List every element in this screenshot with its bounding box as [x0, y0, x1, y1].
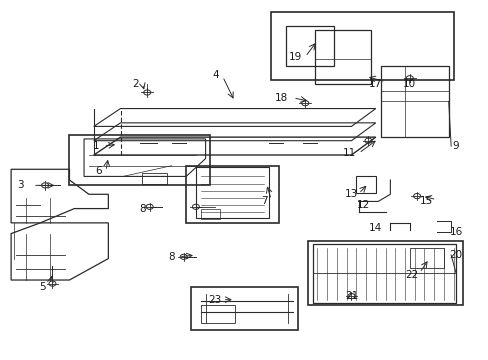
Text: 3: 3	[18, 180, 24, 190]
Bar	[201, 305, 234, 323]
Text: 8: 8	[168, 252, 175, 262]
Text: 16: 16	[448, 227, 462, 237]
Text: 19: 19	[288, 52, 302, 62]
Text: 17: 17	[368, 78, 382, 89]
Text: 14: 14	[368, 223, 382, 233]
Bar	[142, 173, 166, 184]
Text: 4: 4	[212, 69, 218, 80]
Text: 8: 8	[139, 203, 145, 213]
Bar	[191, 287, 297, 330]
Text: 1: 1	[93, 141, 100, 151]
Bar	[69, 135, 210, 185]
Text: 9: 9	[452, 141, 458, 151]
Text: 12: 12	[356, 200, 369, 210]
Text: 23: 23	[208, 295, 222, 305]
Text: 18: 18	[274, 93, 287, 103]
Text: 5: 5	[40, 282, 46, 292]
Text: 6: 6	[95, 166, 102, 176]
Text: 20: 20	[448, 250, 462, 260]
Bar	[285, 26, 334, 66]
Text: 13: 13	[344, 189, 357, 199]
Text: 2: 2	[132, 78, 138, 89]
Bar	[186, 166, 278, 223]
Bar	[271, 12, 453, 80]
Text: 15: 15	[419, 197, 432, 206]
Text: 10: 10	[403, 78, 415, 89]
Text: 11: 11	[342, 148, 355, 158]
Text: 22: 22	[405, 270, 418, 280]
Bar	[201, 208, 220, 219]
Text: 21: 21	[344, 291, 357, 301]
Bar	[307, 241, 462, 305]
Text: 7: 7	[260, 197, 267, 206]
Bar	[409, 248, 443, 267]
